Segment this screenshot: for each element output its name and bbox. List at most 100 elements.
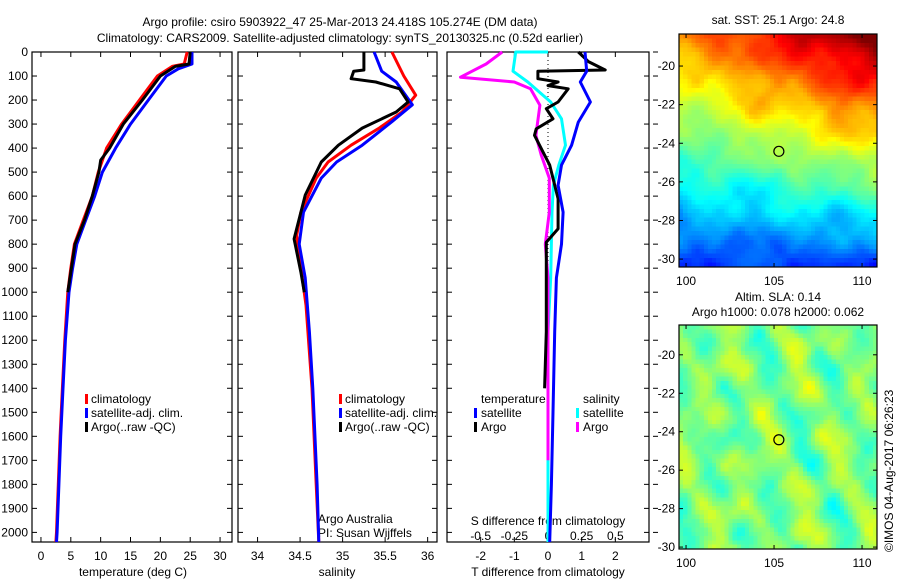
salinity-xtick-label: 35 xyxy=(336,549,350,563)
depth-tick-label: 300 xyxy=(8,117,28,131)
legend-temperature-heading: temperature xyxy=(481,392,546,406)
legend-s-satellite: satellite xyxy=(583,406,624,420)
temperature-xtick-label: 25 xyxy=(184,549,198,563)
temperature-xtick-label: 15 xyxy=(124,549,138,563)
depth-tick-label: 800 xyxy=(8,237,28,251)
legend-t-argo: Argo xyxy=(481,420,507,434)
sst-map-ytick-label: -28 xyxy=(658,213,676,227)
legend-swatch xyxy=(85,394,88,404)
sst-map-xtick-label: 110 xyxy=(852,274,871,288)
legend-climatology: climatology xyxy=(345,392,405,406)
temperature-xtick-label: 20 xyxy=(154,549,168,563)
sst-map-ytick-label: -26 xyxy=(658,175,676,189)
sla-map-ytick-label: -22 xyxy=(658,386,676,400)
sst-map-ytick-label: -30 xyxy=(658,252,676,266)
sst-map-xtick-label: 100 xyxy=(676,274,696,288)
depth-tick-label: 0 xyxy=(21,45,28,59)
legend-climatology: climatology xyxy=(91,392,151,406)
annotation-argo-australia: Argo Australia xyxy=(318,512,393,526)
diff-line-t-argo xyxy=(533,50,607,389)
legend-swatch xyxy=(474,408,477,418)
legend-swatch xyxy=(474,422,477,432)
salinity-xtick-label: 34.5 xyxy=(288,549,312,563)
legend-swatch xyxy=(85,408,88,418)
depth-tick-label: 500 xyxy=(8,165,28,179)
legend-swatch xyxy=(339,422,342,432)
sla-map-ytick-label: -30 xyxy=(658,540,676,554)
depth-tick-label: 1400 xyxy=(1,381,28,395)
legend-s-argo: Argo xyxy=(583,420,609,434)
sst-map-ytick-label: -20 xyxy=(658,59,676,73)
sla-map-subtitle: Argo h1000: 0.078 h2000: 0.062 xyxy=(692,305,864,319)
difference-xtick-label: -1 xyxy=(509,549,520,563)
figure-title-line2: Climatology: CARS2009. Satellite-adjuste… xyxy=(97,31,583,45)
legend-t-satellite: satellite xyxy=(481,406,522,420)
depth-tick-label: 100 xyxy=(8,69,28,83)
temperature-line-satellite-adj xyxy=(55,52,194,543)
sla-map-image xyxy=(679,325,877,549)
diff-line-t-satellite xyxy=(548,51,592,543)
temperature-xtick-label: 10 xyxy=(94,549,108,563)
depth-tick-label: 1300 xyxy=(1,357,28,371)
sla-map-xtick-label: 100 xyxy=(676,556,696,570)
salinity-line-satellite-adj xyxy=(297,51,414,543)
salinity-legend: climatology satellite-adj. clim. Argo(..… xyxy=(345,392,437,434)
depth-tick-label: 600 xyxy=(8,189,28,203)
figure-title-line1: Argo profile: csiro 5903922_47 25-Mar-20… xyxy=(143,15,538,29)
salinity-xtick-label: 34 xyxy=(251,549,265,563)
legend-argo: Argo(..raw -QC) xyxy=(345,420,430,434)
sla-map-argo-marker xyxy=(773,434,785,446)
temperature-legend: climatology satellite-adj. clim. Argo(..… xyxy=(91,392,183,434)
sla-map-xtick-label: 110 xyxy=(852,556,871,570)
salinity-frame xyxy=(237,51,438,543)
annotation-pi: PI: Susan Wijffels xyxy=(318,526,412,540)
salinity-xtick-label: 35.5 xyxy=(373,549,397,563)
temperature-xtick-label: 30 xyxy=(213,549,227,563)
sla-map-ytick-label: -24 xyxy=(658,425,676,439)
sla-map-ytick-label: -20 xyxy=(658,348,676,362)
tdiff-xlabel: T difference from climatology xyxy=(471,565,625,579)
depth-tick-label: 1000 xyxy=(1,285,28,299)
sdiff-tick-label: -0.25 xyxy=(501,529,529,543)
temperature-xtick-label: 5 xyxy=(67,549,74,563)
depth-tick-label: 400 xyxy=(8,141,28,155)
sla-map-ytick-label: -28 xyxy=(658,502,676,516)
salinity-line-climatology xyxy=(295,51,418,543)
depth-tick-label: 700 xyxy=(8,213,28,227)
difference-xtick-label: -2 xyxy=(475,549,486,563)
temperature-line-argo xyxy=(66,51,192,293)
legend-satellite: satellite-adj. clim. xyxy=(345,406,437,420)
temperature-xlabel: temperature (deg C) xyxy=(79,565,187,579)
credit-text: ©IMOS 04-Aug-2017 06:26:23 xyxy=(882,389,896,552)
legend-swatch xyxy=(85,422,88,432)
sst-map-xtick-label: 105 xyxy=(764,274,784,288)
legend-swatch xyxy=(339,394,342,404)
legend-swatch xyxy=(576,422,579,432)
salinity-xtick-label: 36 xyxy=(421,549,435,563)
depth-tick-label: 900 xyxy=(8,261,28,275)
temperature-frame xyxy=(31,51,233,543)
sla-map-ytick-label: -26 xyxy=(658,463,676,477)
depth-tick-label: 2000 xyxy=(1,525,28,539)
sst-map-frame xyxy=(678,33,878,268)
sst-map-ytick-label: -24 xyxy=(658,136,676,150)
legend-salinity-heading: salinity xyxy=(583,392,620,406)
difference-xtick-label: 1 xyxy=(578,549,585,563)
temperature-xtick-label: 0 xyxy=(38,549,45,563)
sst-map-argo-marker xyxy=(773,145,785,157)
legend-argo: Argo(..raw -QC) xyxy=(91,420,176,434)
depth-tick-label: 1700 xyxy=(1,453,28,467)
sdiff-tick-label: -0.5 xyxy=(470,529,491,543)
legend-satellite: satellite-adj. clim. xyxy=(91,406,183,420)
sla-map-xtick-label: 105 xyxy=(764,556,784,570)
depth-tick-label: 200 xyxy=(8,93,28,107)
sst-map-image xyxy=(679,34,877,267)
sst-map-ytick-label: -22 xyxy=(658,98,676,112)
depth-tick-label: 1800 xyxy=(1,477,28,491)
difference-legend: temperature salinity satellite Argo sate… xyxy=(481,392,624,434)
salinity-line-argo xyxy=(292,52,410,293)
legend-swatch xyxy=(339,408,342,418)
depth-tick-label: 1100 xyxy=(2,309,28,323)
